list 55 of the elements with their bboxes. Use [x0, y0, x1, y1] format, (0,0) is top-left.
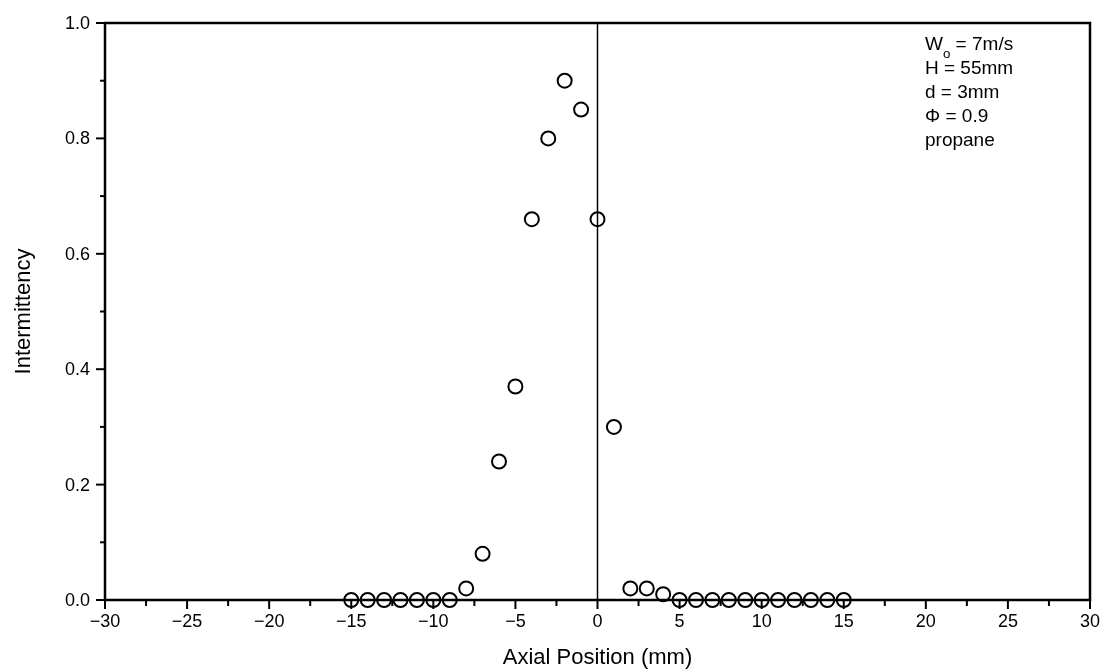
y-tick-label: 0.0 [64, 590, 90, 610]
x-tick-label: −25 [171, 611, 203, 631]
x-tick-label: 0 [592, 611, 603, 631]
point [688, 592, 704, 608]
y-axis-title: Intermittency [10, 248, 35, 375]
x-tick-label: −10 [418, 611, 449, 631]
point [786, 592, 803, 608]
point [392, 592, 409, 608]
x-tick-label: 10 [751, 611, 772, 631]
point [671, 592, 688, 608]
annotation: Φ = 0.9 [925, 105, 989, 126]
x-tick-label: 30 [1079, 611, 1101, 631]
y-tick-label: 0.8 [64, 128, 90, 149]
point [589, 211, 606, 228]
y-tick-label: 0.6 [64, 243, 90, 264]
point [507, 378, 524, 395]
point [523, 211, 540, 228]
point [425, 592, 442, 608]
x-tick-label: −20 [253, 611, 285, 631]
x-tick-label: 15 [833, 611, 854, 631]
point [359, 592, 376, 608]
point [540, 130, 557, 147]
x-axis-title: Axial Position (mm) [502, 644, 693, 669]
point [573, 101, 590, 118]
annotation: d = 3mm [925, 81, 1000, 102]
x-tick-label: −30 [89, 611, 121, 631]
point [458, 580, 475, 597]
x-tick-label: −5 [505, 611, 526, 631]
point [753, 592, 770, 608]
point [474, 545, 491, 562]
point [441, 592, 458, 608]
point [737, 592, 754, 608]
point [491, 453, 507, 470]
x-tick-label: −15 [335, 611, 367, 631]
x-tick-label: 5 [674, 611, 685, 631]
y-tick-label: 0.2 [64, 474, 90, 495]
point [770, 592, 787, 608]
point [819, 592, 836, 608]
point [802, 592, 819, 608]
point [720, 592, 737, 608]
point [376, 592, 393, 608]
point [408, 592, 425, 608]
point [343, 592, 360, 608]
point [556, 72, 573, 89]
point [704, 592, 721, 608]
point [835, 592, 852, 608]
y-tick-label: 1.0 [64, 13, 90, 33]
point [655, 586, 672, 603]
x-tick-label: 25 [997, 611, 1018, 631]
point [622, 580, 639, 597]
point [638, 580, 655, 597]
annotation: propane [925, 129, 995, 150]
y-tick-label: 0.4 [64, 359, 90, 380]
point [605, 418, 622, 435]
x-tick-label: 20 [915, 611, 936, 631]
